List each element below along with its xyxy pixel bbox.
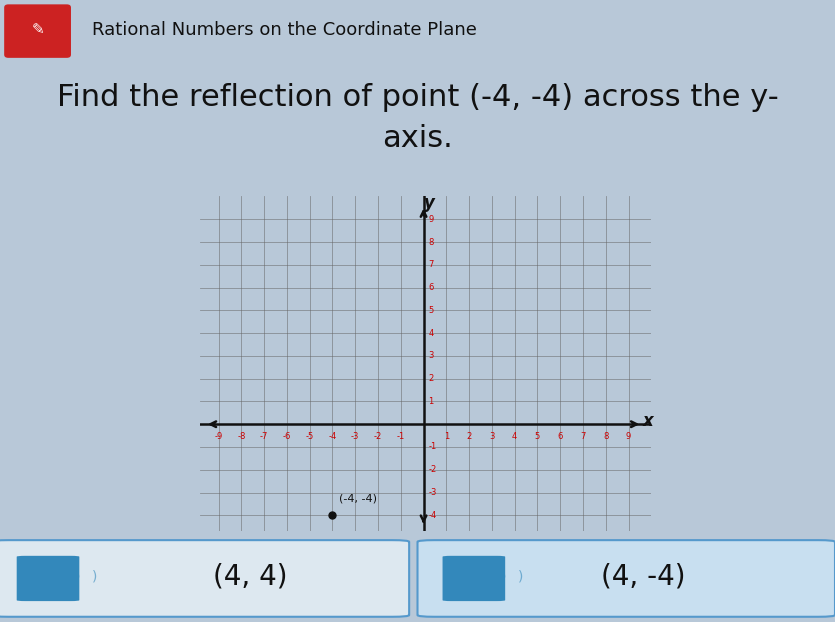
Text: 5: 5 <box>534 432 540 441</box>
FancyBboxPatch shape <box>4 4 71 58</box>
Text: 1: 1 <box>428 397 434 406</box>
Text: 9: 9 <box>626 432 631 441</box>
FancyBboxPatch shape <box>443 556 505 601</box>
Text: -5: -5 <box>306 432 314 441</box>
Text: 4: 4 <box>512 432 518 441</box>
Text: 1: 1 <box>443 432 449 441</box>
FancyBboxPatch shape <box>418 540 835 617</box>
Text: 3: 3 <box>428 351 434 360</box>
FancyBboxPatch shape <box>0 540 409 617</box>
FancyBboxPatch shape <box>17 556 79 601</box>
Text: 7: 7 <box>580 432 585 441</box>
Text: 2: 2 <box>467 432 472 441</box>
Text: x: x <box>642 412 653 430</box>
Text: (4, 4): (4, 4) <box>213 563 288 591</box>
Text: 6: 6 <box>558 432 563 441</box>
Text: ): ) <box>75 570 80 583</box>
Text: 2: 2 <box>428 374 434 383</box>
Text: ): ) <box>501 570 506 583</box>
Text: -8: -8 <box>237 432 245 441</box>
Text: (4, -4): (4, -4) <box>600 563 686 591</box>
Text: Rational Numbers on the Coordinate Plane: Rational Numbers on the Coordinate Plane <box>92 21 477 39</box>
Text: ): ) <box>518 570 523 583</box>
Text: -1: -1 <box>397 432 405 441</box>
Text: 3: 3 <box>489 432 494 441</box>
Text: 5: 5 <box>428 306 434 315</box>
Text: -7: -7 <box>260 432 268 441</box>
Text: -2: -2 <box>374 432 382 441</box>
Text: -2: -2 <box>428 465 437 474</box>
Text: -3: -3 <box>428 488 437 497</box>
Text: -6: -6 <box>283 432 291 441</box>
Text: -1: -1 <box>428 442 437 452</box>
Text: ✎: ✎ <box>31 22 44 37</box>
Text: 7: 7 <box>428 261 434 269</box>
Text: -9: -9 <box>215 432 223 441</box>
Text: -4: -4 <box>328 432 337 441</box>
Text: ): ) <box>92 570 97 583</box>
Text: 8: 8 <box>603 432 609 441</box>
Text: 6: 6 <box>428 283 434 292</box>
Text: -3: -3 <box>351 432 359 441</box>
Text: Find the reflection of point (-4, -4) across the y-
axis.: Find the reflection of point (-4, -4) ac… <box>57 83 778 153</box>
Text: 9: 9 <box>428 215 434 224</box>
Text: 8: 8 <box>428 238 434 246</box>
Text: (-4, -4): (-4, -4) <box>339 494 377 504</box>
Text: 4: 4 <box>428 328 434 338</box>
Text: y: y <box>424 194 435 212</box>
Text: -4: -4 <box>428 511 437 520</box>
